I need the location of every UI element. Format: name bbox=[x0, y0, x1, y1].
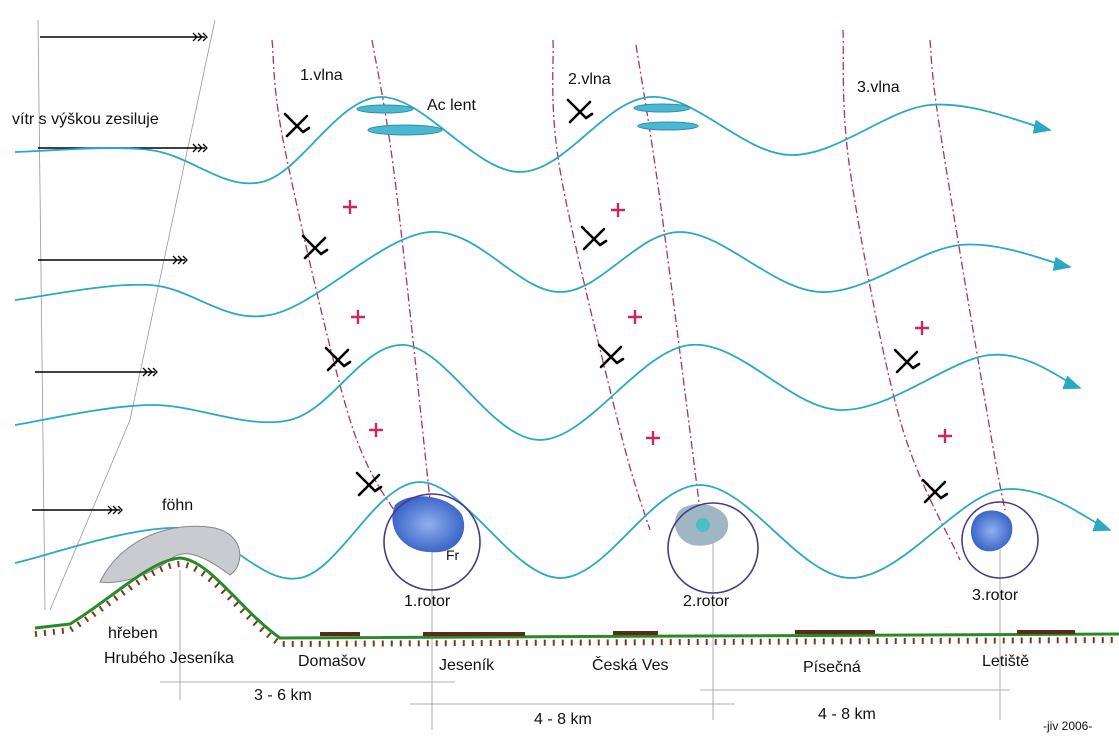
streamline bbox=[14, 231, 1072, 318]
distance-label: 4 - 8 km bbox=[534, 711, 592, 728]
terrain bbox=[34, 556, 1119, 648]
arrow-head bbox=[117, 505, 123, 515]
arrow-head bbox=[192, 143, 198, 153]
streamline bbox=[14, 96, 1052, 185]
arrow-head bbox=[152, 367, 158, 377]
glider bbox=[355, 471, 383, 497]
wave-axis bbox=[635, 44, 701, 511]
wave-axis bbox=[842, 29, 961, 561]
gliders bbox=[283, 98, 949, 504]
rotor-label: 2.rotor bbox=[683, 593, 730, 610]
place-label: Česká Ves bbox=[592, 655, 668, 674]
glider bbox=[597, 343, 625, 369]
plus bbox=[938, 429, 952, 443]
arrow-head bbox=[202, 32, 208, 42]
plus bbox=[369, 423, 383, 437]
glider bbox=[324, 346, 352, 372]
arrow-head bbox=[107, 505, 113, 515]
plus bbox=[343, 200, 357, 214]
wind-arrows bbox=[32, 32, 208, 515]
credit: -jiv 2006- bbox=[1043, 719, 1092, 733]
foehn-cloud bbox=[99, 525, 241, 584]
place-label: Domašov bbox=[298, 653, 366, 670]
arrow-head bbox=[142, 367, 148, 377]
arrow-head bbox=[197, 32, 203, 42]
glider bbox=[566, 98, 594, 124]
distance-label: 4 - 8 km bbox=[818, 706, 876, 723]
plus bbox=[915, 321, 929, 335]
glider bbox=[283, 112, 311, 138]
wind-label: vítr s výškou zesiluje bbox=[12, 111, 159, 128]
arrow-head bbox=[182, 255, 188, 265]
cloud-label: Ac lent bbox=[427, 97, 476, 114]
wave-label: 2.vlna bbox=[568, 71, 611, 88]
lift-markers bbox=[343, 200, 952, 445]
wave-axis bbox=[371, 39, 431, 501]
glider bbox=[580, 225, 608, 251]
plus bbox=[351, 310, 365, 324]
place-label: Letiště bbox=[982, 653, 1029, 670]
distance-label: 3 - 6 km bbox=[254, 687, 312, 704]
wave-axis bbox=[929, 39, 1006, 511]
streamline bbox=[14, 344, 1082, 441]
arrow-head bbox=[177, 255, 183, 265]
wave-axes bbox=[271, 29, 1006, 561]
arrow-head bbox=[172, 255, 178, 265]
glider bbox=[921, 478, 949, 504]
glider bbox=[893, 348, 921, 374]
ridge-label: hřeben bbox=[108, 625, 158, 642]
plus bbox=[628, 310, 642, 324]
arrow-head bbox=[112, 505, 118, 515]
rotor-label: 3.rotor bbox=[972, 587, 1019, 604]
place-label: Písečná bbox=[803, 659, 861, 676]
plus bbox=[646, 431, 660, 445]
arrow-head bbox=[197, 143, 203, 153]
arrow-head bbox=[192, 32, 198, 42]
wave-axis bbox=[552, 39, 651, 531]
streamlines bbox=[14, 96, 1112, 580]
rotor-label: 1.rotor bbox=[404, 593, 451, 610]
lenticular-clouds bbox=[356, 103, 699, 136]
plus bbox=[611, 203, 625, 217]
ridge-label: Hrubého Jeseníka bbox=[104, 650, 234, 667]
foehn-label: föhn bbox=[162, 497, 193, 514]
guide-lines bbox=[37, 19, 1010, 730]
wave-label: 1.vlna bbox=[300, 67, 343, 84]
place-label: Jeseník bbox=[439, 657, 495, 674]
glider bbox=[301, 234, 329, 260]
wave-label: 3.vlna bbox=[857, 79, 900, 96]
labels: vítr s výškou zesiluje 1.vlna 2.vlna 3.v… bbox=[12, 67, 1092, 733]
rotors bbox=[383, 493, 1039, 594]
arrow-head bbox=[147, 367, 153, 377]
arrow-head bbox=[202, 143, 208, 153]
rotor-cloud-label: Fr bbox=[446, 547, 460, 563]
wave-axis bbox=[271, 39, 401, 521]
